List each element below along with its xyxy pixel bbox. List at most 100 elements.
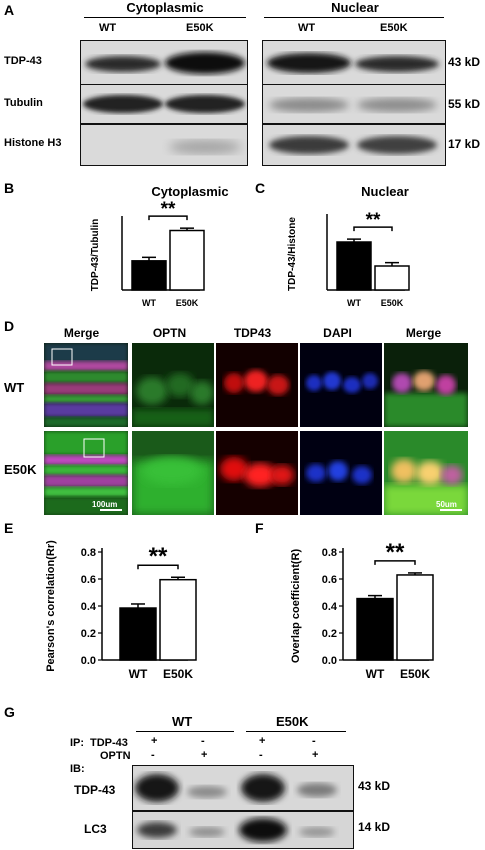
column-header-optn: OPTN <box>152 326 187 340</box>
y-axis-label: Overlap coefficient(R) <box>290 549 302 664</box>
significance-marker: ** <box>366 210 381 231</box>
row-label-wt: WT <box>4 380 25 395</box>
y-axis-label: Pearson's correlation(Rr) <box>45 540 57 672</box>
lane-label: E50K <box>186 22 214 34</box>
column-header-merge-zoom: Merge <box>405 326 442 340</box>
significance-marker: ** <box>386 539 405 566</box>
x-tick-label: E50K <box>163 667 193 681</box>
bar <box>131 260 167 291</box>
significance-bracket <box>353 226 393 232</box>
ip-row-label-optn: OPTN <box>100 750 131 762</box>
significance-marker: ** <box>161 199 176 220</box>
y-tick-label: 0.4 <box>81 601 97 613</box>
group-label-nuclear: Nuclear <box>331 0 379 15</box>
row-label-e50k: E50K <box>4 462 37 477</box>
blot-cyto-tdp43 <box>80 40 248 86</box>
blot-ip-lc3 <box>132 811 354 849</box>
lane-label: E50K <box>380 22 408 34</box>
group-label-cytoplasmic: Cytoplasmic <box>126 0 204 15</box>
x-tick-label: E50K <box>176 298 199 308</box>
chart-title: Cytoplasmic <box>151 184 228 199</box>
bar <box>356 597 394 661</box>
x-tick-label: WT <box>366 667 385 681</box>
x-tick-label: WT <box>347 298 361 308</box>
blot-row-label-tdp43: TDP-43 <box>4 55 42 67</box>
group-underline-nuclear <box>264 17 444 18</box>
blot-nuc-tubulin <box>262 84 446 124</box>
bar <box>169 229 205 291</box>
ip-sign: + <box>312 749 319 761</box>
panel-c-letter: C <box>255 180 266 196</box>
x-tick-label: E50K <box>381 298 404 308</box>
ip-sign: + <box>201 749 208 761</box>
micrograph-e50k-optn <box>132 431 214 515</box>
panel-d-letter: D <box>4 318 15 334</box>
ip-sign: - <box>312 735 316 747</box>
blot-nuc-histone <box>262 124 446 166</box>
micrograph-wt-tdp43 <box>216 343 298 427</box>
y-tick-label: 0.2 <box>322 628 337 640</box>
bar <box>336 241 372 291</box>
kd-label: 14 kD <box>358 820 391 834</box>
y-tick-label: 0.6 <box>81 574 96 586</box>
chart-e: Pearson's correlation(Rr) 0.0 0.2 0.4 0.6 0.8… <box>45 540 197 681</box>
panel-b-letter: B <box>4 180 15 196</box>
blot-row-label-lc3: LC3 <box>84 822 107 836</box>
blot-nuc-tdp43 <box>262 40 446 86</box>
micrograph-wt-optn <box>132 343 214 427</box>
y-axis-label: TDP-43/Tubulin <box>90 219 101 292</box>
significance-bracket <box>137 564 179 570</box>
bar <box>159 578 197 661</box>
significance-marker: ** <box>149 543 168 570</box>
significance-bracket <box>148 215 188 221</box>
blot-ip-tdp43 <box>132 765 354 811</box>
chart-b: Cytoplasmic TDP-43/Tubulin WT E50K ** <box>90 184 229 308</box>
micrograph-e50k-tdp43 <box>216 431 298 515</box>
scalebar-label-100um: 100um <box>92 500 118 509</box>
panel-g-letter: G <box>4 704 15 720</box>
bar <box>374 265 410 291</box>
micrograph-e50k-merge <box>44 431 128 515</box>
lane-label: WT <box>99 22 117 34</box>
kd-label: 55 kD <box>448 97 481 111</box>
ip-label: IP: <box>70 737 85 749</box>
group-label-e50k: E50K <box>276 714 309 729</box>
ip-sign: - <box>151 749 155 761</box>
x-tick-label: WT <box>129 667 148 681</box>
chart-f: Overlap coefficient(R) 0.0 0.2 0.4 0.6 0.8 WT E… <box>290 539 434 681</box>
column-header-dapi: DAPI <box>323 326 352 340</box>
ip-sign: - <box>259 749 263 761</box>
column-header-merge: Merge <box>63 326 100 340</box>
x-tick-label: WT <box>142 298 156 308</box>
blot-row-label-tubulin: Tubulin <box>4 97 43 109</box>
group-label-wt: WT <box>172 714 193 729</box>
group-underline-e50k <box>246 731 346 732</box>
y-tick-label: 0.2 <box>81 628 96 640</box>
micrograph-wt-dapi <box>300 343 382 427</box>
ib-label: IB: <box>70 763 85 775</box>
chart-c: Nuclear TDP-43/Histone WT E50K ** <box>287 184 410 308</box>
kd-label: 17 kD <box>448 137 481 151</box>
bar <box>119 607 157 661</box>
y-tick-label: 0.6 <box>322 574 337 586</box>
blot-cyto-tubulin <box>80 84 248 124</box>
y-tick-label: 0.8 <box>81 547 96 559</box>
y-tick-label: 0.4 <box>322 601 338 613</box>
ip-row-label-tdp43: TDP-43 <box>90 737 128 749</box>
blot-row-label-histone: Histone H3 <box>4 137 62 149</box>
group-underline-wt <box>136 731 234 732</box>
chart-title: Nuclear <box>361 184 409 199</box>
group-underline-cytoplasmic <box>84 17 246 18</box>
blot-row-label-tdp43-g: TDP-43 <box>74 783 116 797</box>
kd-label: 43 kD <box>448 55 481 69</box>
lane-label: WT <box>298 22 316 34</box>
micrograph-wt-merge <box>44 343 128 427</box>
panel-e-letter: E <box>4 520 14 536</box>
micrograph-wt-merge-zoom <box>384 343 468 427</box>
panel-a-letter: A <box>4 2 15 18</box>
ip-sign: + <box>259 735 266 747</box>
micrograph-e50k-dapi <box>300 431 382 515</box>
kd-label: 43 kD <box>358 779 391 793</box>
significance-bracket <box>374 560 416 565</box>
ip-sign: - <box>201 735 205 747</box>
